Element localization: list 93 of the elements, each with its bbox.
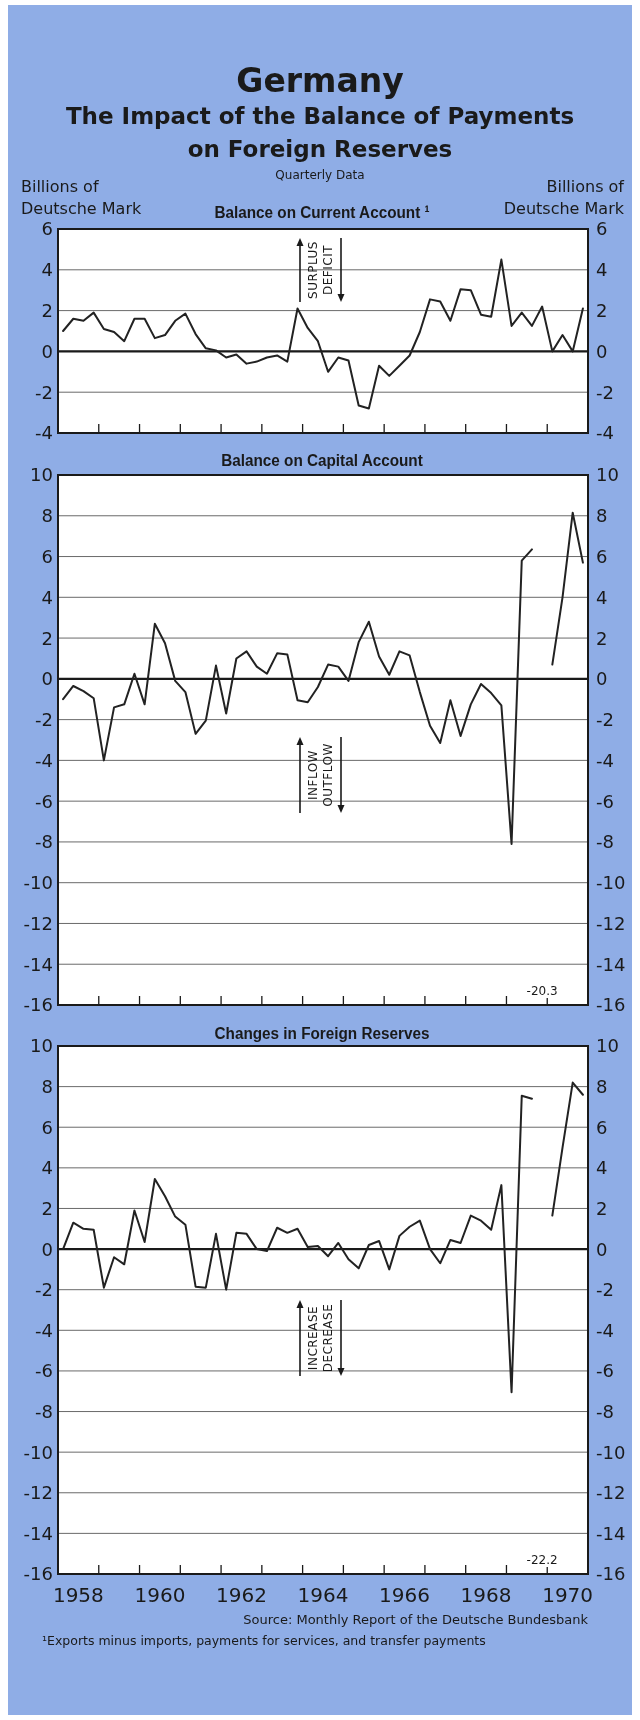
y-tick-label: 0 [41, 1238, 53, 1260]
y2-tick-label: 6 [596, 546, 608, 568]
x-tick-label: 1966 [379, 1583, 430, 1607]
y-tick-label: 0 [41, 668, 53, 690]
annotation: INFLOW [306, 750, 321, 800]
y2-tick-label: 0 [596, 1238, 608, 1260]
text: The Impact of the Balance of Payments on Foreign Reserves [65, 103, 575, 162]
y2-tick-label: -8 [596, 1401, 614, 1423]
y2-tick-label: -2 [596, 1279, 614, 1301]
y-tick-label: -6 [35, 1360, 53, 1382]
annotation: DEFICIT [321, 244, 336, 296]
y2-tick-label: -8 [596, 831, 614, 853]
annotation: SURPLUS [306, 241, 321, 299]
text: Germany [236, 61, 404, 100]
y-axis-title: Billions of Deutsche Mark [21, 177, 142, 218]
y-tick-label: -4 [35, 422, 53, 444]
chart-title: Balance on Capital Account [221, 450, 424, 470]
y-tick-label: 6 [41, 546, 53, 568]
y2-tick-label: 0 [596, 668, 608, 690]
y-tick-label: 8 [41, 505, 53, 527]
y-tick-label: -12 [23, 912, 53, 934]
y2-tick-label: -6 [596, 1360, 614, 1382]
x-tick-label: 1970 [542, 1583, 594, 1607]
y-tick-label: 2 [41, 1197, 53, 1219]
y-tick-label: -12 [23, 1482, 53, 1504]
chart-title: Changes in Foreign Reserves [214, 1023, 430, 1043]
annotation: OUTFLOW [321, 743, 336, 807]
y-tick-label: 6 [41, 218, 53, 240]
y-tick-label: -4 [35, 1319, 53, 1341]
y-tick-label: -14 [23, 953, 53, 975]
y-tick-label: -8 [35, 831, 53, 853]
y-tick-label: 4 [41, 586, 53, 608]
y2-tick-label: 8 [596, 1076, 608, 1098]
y2-tick-label: -14 [596, 1522, 626, 1544]
y2-tick-label: 2 [596, 1197, 608, 1219]
y2-tick-label: -4 [596, 749, 614, 771]
y-tick-label: 10 [30, 1035, 53, 1057]
y2-tick-label: -4 [596, 1319, 614, 1341]
y2-axis-title: Billions of Deutsche Mark [503, 177, 625, 218]
y2-tick-label: -16 [596, 1563, 626, 1585]
y2-tick-label: -14 [596, 953, 626, 975]
x-tick-label: 1968 [460, 1583, 512, 1607]
y2-tick-label: -6 [596, 790, 614, 812]
y2-tick-label: -2 [596, 381, 614, 403]
y-tick-label: -16 [23, 994, 53, 1016]
y2-tick-label: 6 [596, 1116, 608, 1138]
x-tick-label: 1960 [134, 1583, 186, 1607]
y-tick-label: 8 [41, 1076, 53, 1098]
y-tick-label: 6 [41, 1116, 53, 1138]
y2-tick-label: -12 [596, 1482, 626, 1504]
y2-tick-label: 10 [596, 464, 619, 486]
y2-tick-label: -2 [596, 709, 614, 731]
annotation: DECREASE [321, 1303, 336, 1373]
y2-tick-label: 4 [596, 586, 608, 608]
y2-tick-label: -16 [596, 994, 626, 1016]
y-tick-label: -10 [23, 1441, 53, 1463]
y2-tick-label: 10 [596, 1035, 619, 1057]
source-note: Source: Monthly Report of the Deutsche Bundesbank [243, 1612, 589, 1627]
y2-tick-label: 8 [596, 505, 608, 527]
y2-tick-label: 2 [596, 627, 608, 649]
y2-tick-label: 4 [596, 259, 608, 281]
text: ¹Exports minus imports, payments for services, and transfer payments [42, 1633, 486, 1648]
y-tick-label: -8 [35, 1401, 53, 1423]
y-tick-label: -2 [35, 1279, 53, 1301]
y2-tick-label: 6 [596, 218, 608, 240]
y2-tick-label: 0 [596, 340, 608, 362]
chart-title: Balance on Current Account ¹ [214, 202, 430, 222]
y-tick-label: 0 [41, 340, 53, 362]
y2-tick-label: -10 [596, 872, 626, 894]
y2-tick-label: -4 [596, 422, 614, 444]
y-tick-label: -10 [23, 872, 53, 894]
y-tick-label: -2 [35, 381, 53, 403]
annotation: -22.2 [526, 1553, 558, 1567]
y-tick-label: -14 [23, 1522, 53, 1544]
y2-tick-label: 4 [596, 1157, 608, 1179]
x-tick-label: 1958 [52, 1583, 104, 1607]
y2-tick-label: -10 [596, 1441, 626, 1463]
y-tick-label: -16 [23, 1563, 53, 1585]
y2-tick-label: -12 [596, 912, 626, 934]
y-tick-label: -2 [35, 709, 53, 731]
y-tick-label: 4 [41, 259, 53, 281]
x-tick-label: 1964 [297, 1583, 349, 1607]
y-tick-label: 2 [41, 627, 53, 649]
text: Quarterly Data [275, 168, 365, 182]
y-tick-label: 10 [30, 464, 53, 486]
y-tick-label: 4 [41, 1157, 53, 1179]
y-tick-label: -4 [35, 749, 53, 771]
annotation: -20.3 [526, 984, 558, 998]
y-tick-label: -6 [35, 790, 53, 812]
x-tick-label: 1962 [216, 1583, 267, 1607]
annotation: INCREASE [306, 1305, 321, 1371]
y2-tick-label: 2 [596, 300, 608, 322]
y-tick-label: 2 [41, 300, 53, 322]
